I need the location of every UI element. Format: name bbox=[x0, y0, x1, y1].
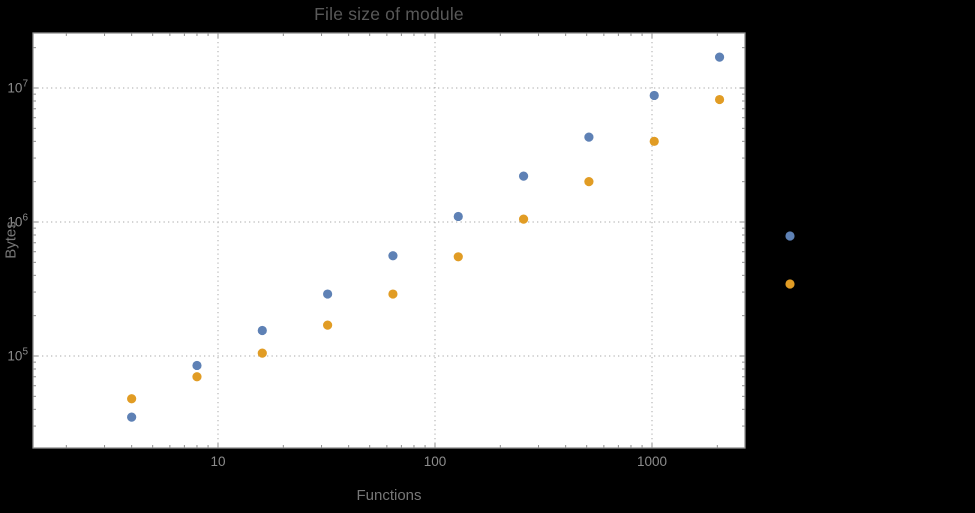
data-point-series-1 bbox=[518, 171, 529, 181]
data-point-series-2 bbox=[714, 94, 725, 105]
data-point-series-2 bbox=[192, 372, 202, 382]
data-point-series-1 bbox=[127, 412, 137, 422]
data-point-series-1 bbox=[323, 289, 333, 299]
data-point-series-2 bbox=[649, 136, 659, 146]
y-axis-label: Bytes bbox=[2, 221, 20, 259]
y-tick-label: 106 bbox=[7, 213, 28, 230]
data-point-series-2 bbox=[453, 252, 463, 262]
data-point-series-2 bbox=[518, 214, 529, 224]
data-point-series-1 bbox=[649, 90, 659, 101]
y-tick-label: 107 bbox=[7, 79, 28, 96]
legend-marker-1 bbox=[785, 231, 795, 241]
plot-frame bbox=[32, 32, 746, 449]
data-point-series-2 bbox=[323, 320, 333, 330]
data-point-series-1 bbox=[453, 211, 463, 222]
data-point-series-2 bbox=[388, 289, 398, 299]
legend-marker-2 bbox=[785, 279, 795, 289]
data-point-series-1 bbox=[584, 132, 594, 142]
data-point-series-1 bbox=[388, 251, 398, 261]
y-tick-label: 105 bbox=[7, 347, 28, 364]
data-point-series-1 bbox=[257, 325, 267, 336]
data-point-series-2 bbox=[584, 177, 594, 187]
plot-area bbox=[33, 33, 745, 448]
data-point-series-1 bbox=[714, 52, 725, 62]
data-point-series-2 bbox=[127, 394, 137, 404]
data-point-series-1 bbox=[192, 360, 202, 371]
x-tick-label: 1000 bbox=[637, 454, 667, 469]
data-point-series-2 bbox=[257, 348, 267, 358]
x-axis-label: Functions bbox=[356, 487, 422, 504]
x-tick-label: 10 bbox=[210, 454, 225, 469]
chart-title: File size of module bbox=[314, 4, 464, 24]
x-tick-label: 100 bbox=[424, 454, 447, 469]
